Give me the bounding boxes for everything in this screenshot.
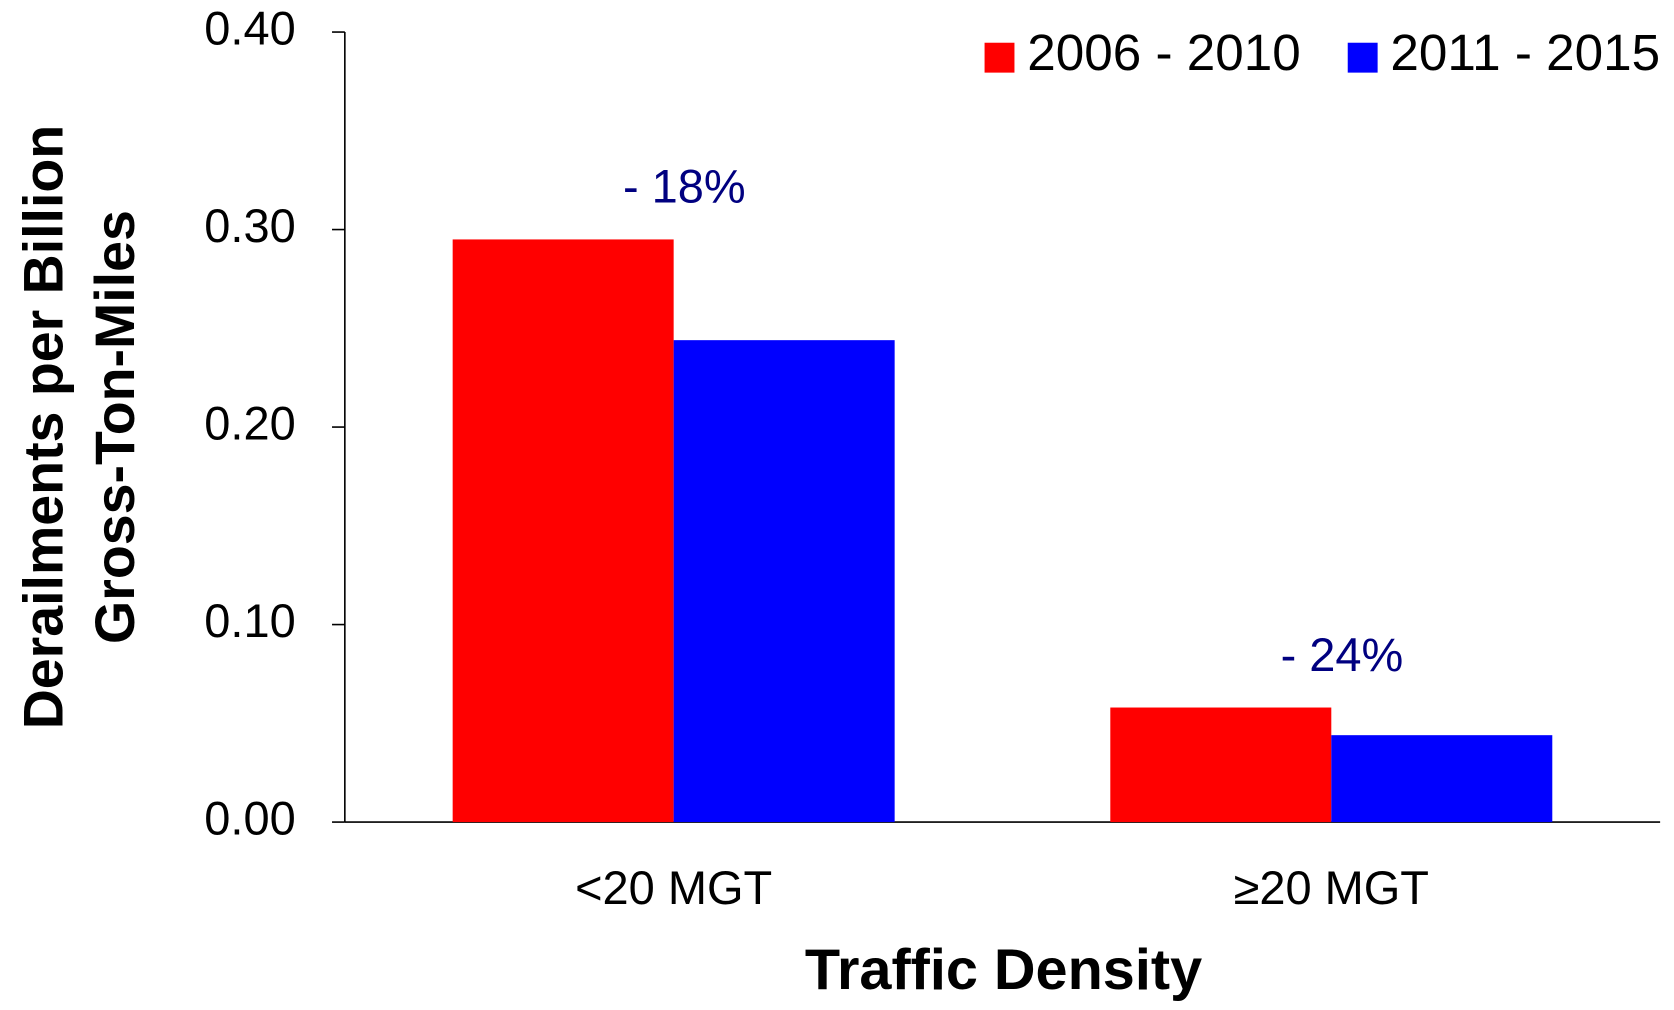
y-tick-label: 0.00 <box>204 791 295 844</box>
legend-swatch <box>1347 42 1378 73</box>
x-tick-label: ≥20 MGT <box>1234 861 1429 914</box>
legend-label: 2006 - 2010 <box>1027 24 1300 81</box>
y-axis-label: Derailments per Billion <box>13 125 75 729</box>
legend-label: 2011 - 2015 <box>1390 24 1660 81</box>
bar <box>673 340 895 823</box>
x-axis-label: Traffic Density <box>805 938 1202 1002</box>
y-tick-label: 0.40 <box>204 1 295 54</box>
y-tick-label: 0.10 <box>204 594 295 647</box>
y-tick-label: 0.20 <box>204 396 295 449</box>
y-tick-label: 0.30 <box>204 199 295 252</box>
legend-swatch <box>984 42 1015 73</box>
bar <box>452 239 674 823</box>
bar <box>1110 707 1332 823</box>
y-axis-label: Gross-Ton-Miles <box>84 210 146 644</box>
bar <box>1331 735 1553 823</box>
x-tick-label: <20 MGT <box>575 861 772 914</box>
annotation: - 18% <box>623 160 746 213</box>
annotation: - 24% <box>1281 628 1404 681</box>
